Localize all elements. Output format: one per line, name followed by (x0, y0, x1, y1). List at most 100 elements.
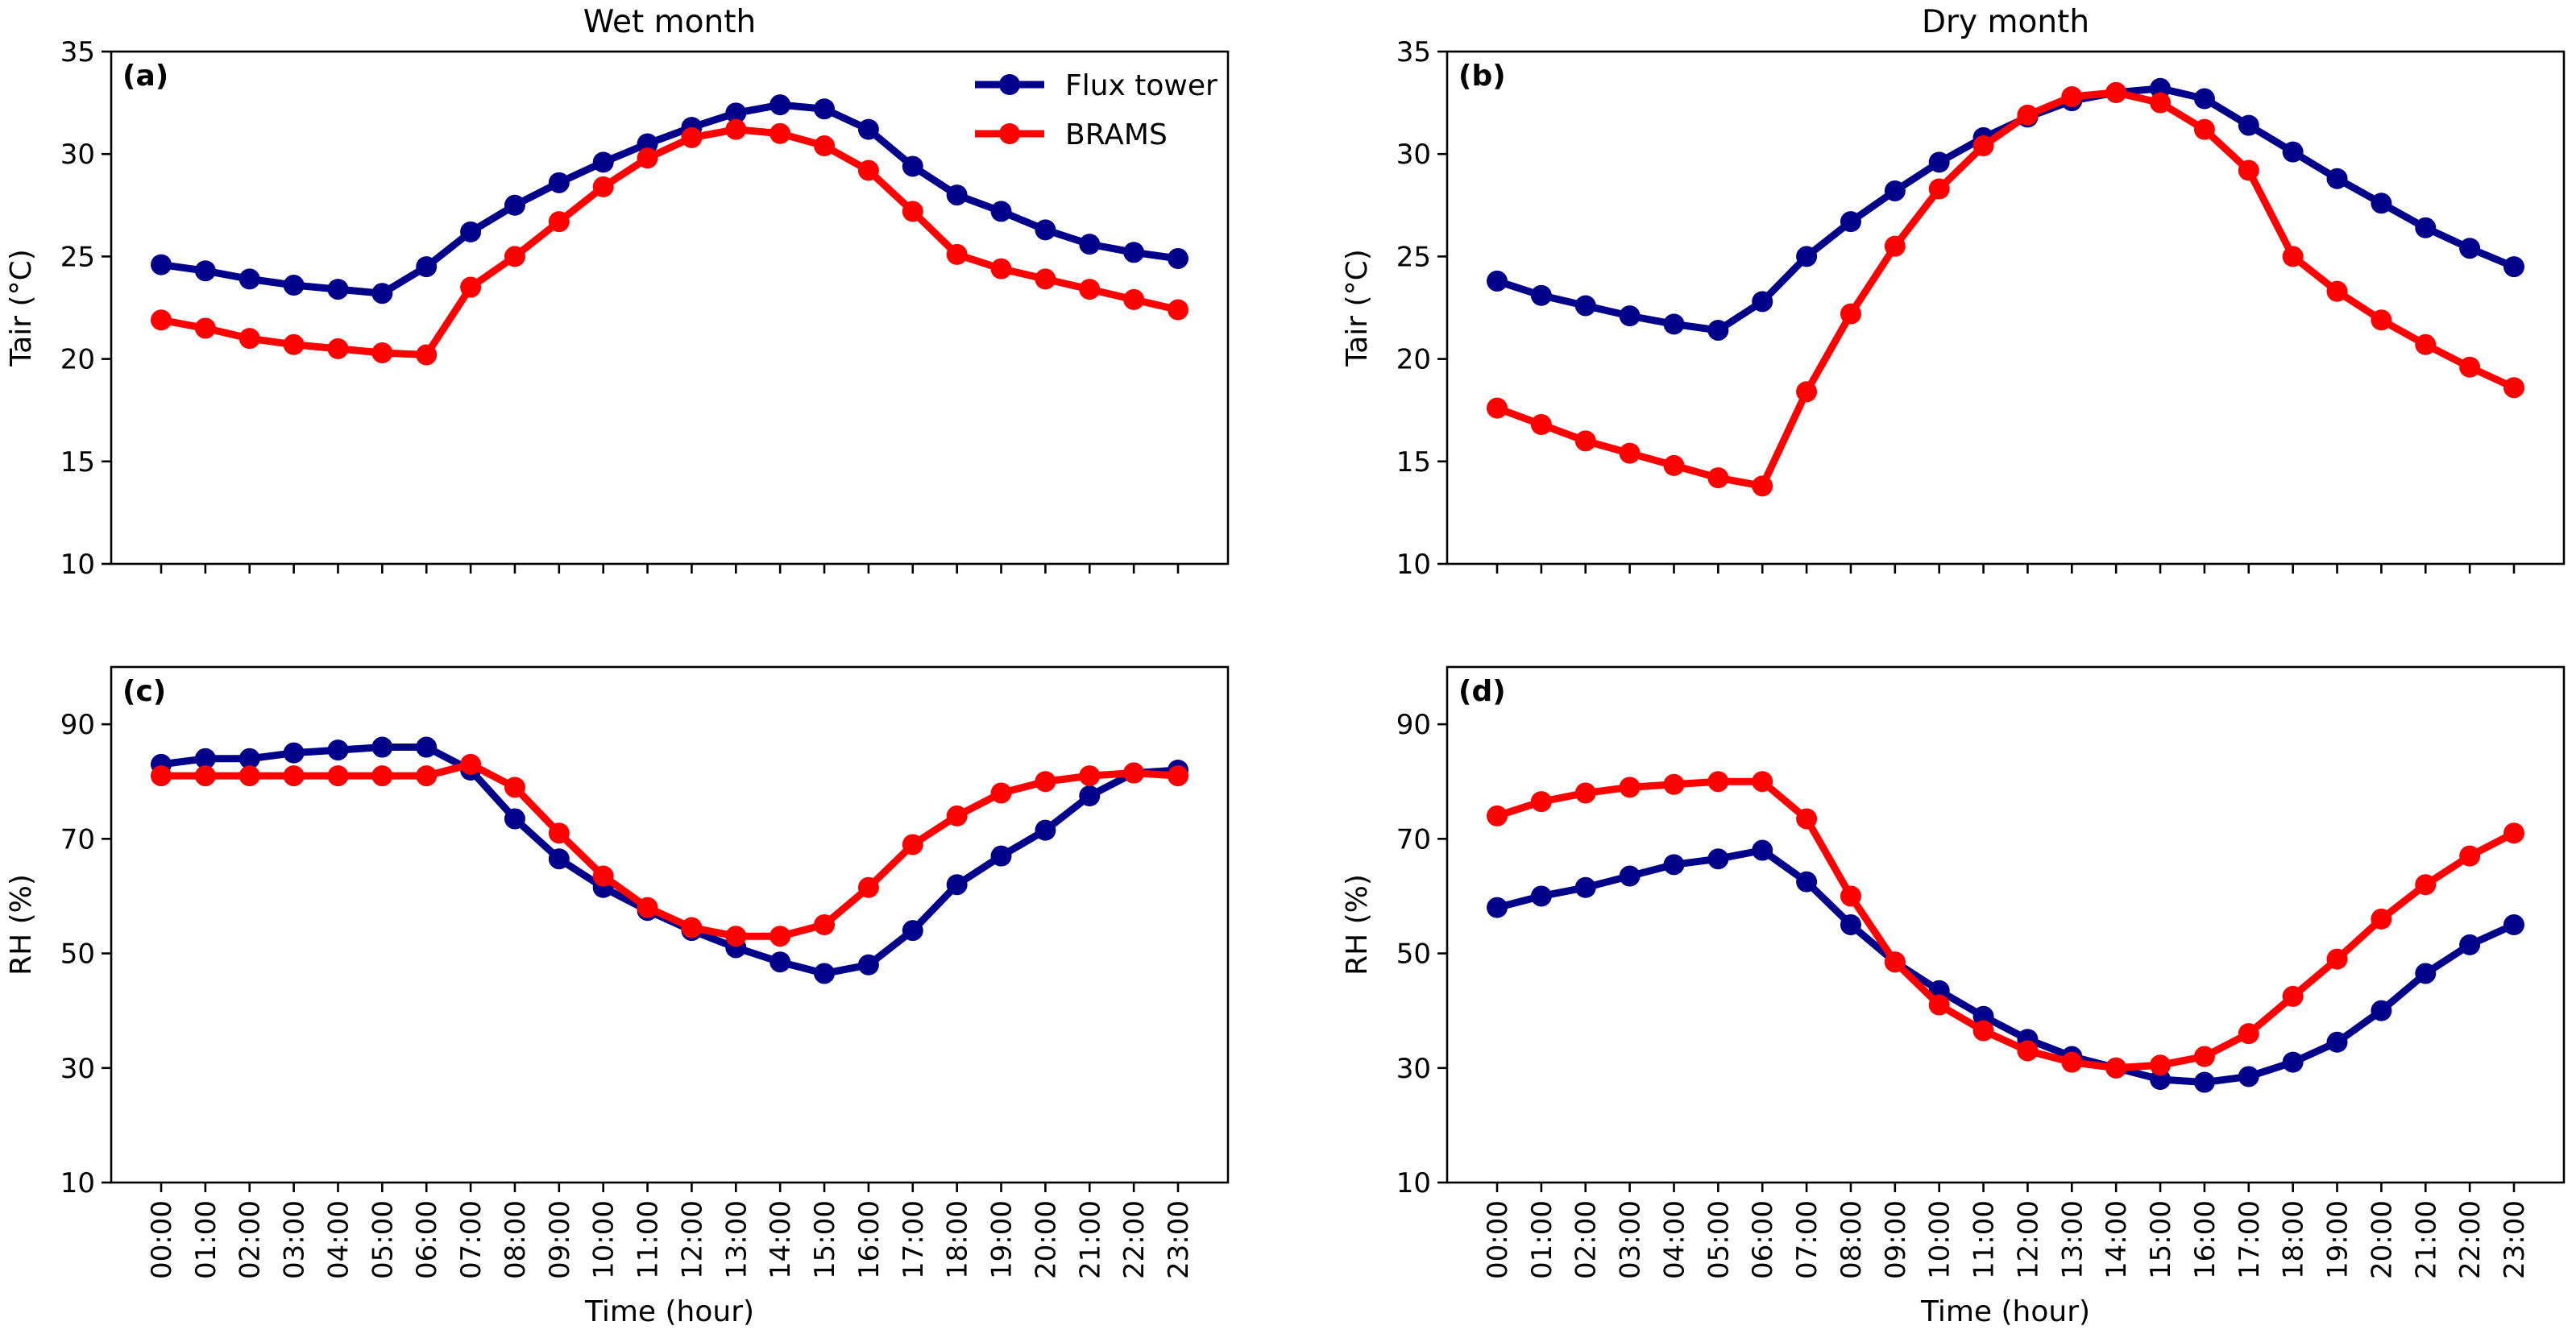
data-point-flux (2238, 1066, 2259, 1087)
data-point-brams (1035, 771, 1056, 793)
data-point-flux (902, 920, 923, 942)
data-point-flux (283, 275, 305, 296)
y-tick-label: 15 (1396, 446, 1431, 478)
x-tick-label: 00:00 (146, 1200, 178, 1279)
x-tick-label: 23:00 (2499, 1200, 2531, 1279)
data-point-flux (725, 102, 747, 124)
data-point-flux (2238, 114, 2259, 136)
data-point-brams (504, 246, 525, 267)
y-axis-title: Tair (°C) (1341, 249, 1374, 367)
x-tick-label: 13:00 (720, 1200, 753, 1279)
x-tick-label: 12:00 (676, 1200, 708, 1279)
data-point-brams (990, 258, 1012, 280)
x-tick-label: 16:00 (853, 1200, 886, 1279)
data-point-brams (2150, 92, 2172, 114)
y-tick-label: 25 (1396, 241, 1431, 273)
data-point-brams (2371, 309, 2392, 331)
x-tick-label: 08:00 (500, 1200, 532, 1279)
data-point-flux (1487, 270, 1508, 292)
data-point-flux (2371, 193, 2392, 214)
data-point-flux (1574, 876, 1596, 898)
y-tick-label: 90 (60, 709, 95, 741)
y-tick-label: 15 (60, 446, 95, 478)
x-tick-label: 05:00 (367, 1200, 399, 1279)
y-tick-label: 35 (1396, 36, 1431, 68)
x-tick-label: 04:00 (1658, 1200, 1690, 1279)
data-point-brams (2503, 822, 2524, 844)
plot-frame (1446, 665, 2566, 1184)
data-point-brams (2017, 1040, 2039, 1062)
data-point-brams (769, 926, 791, 947)
y-tick-label: 90 (1396, 709, 1431, 741)
data-point-brams (857, 159, 879, 181)
data-point-brams (194, 317, 216, 339)
x-tick-label: 11:00 (1968, 1200, 2001, 1279)
y-tick-label: 50 (60, 938, 95, 971)
data-point-brams (1663, 454, 1685, 476)
data-point-brams (769, 122, 791, 144)
y-tick-label: 30 (60, 139, 95, 171)
data-point-brams (1574, 782, 1596, 804)
panel-b-dry-tair: 10 15 20 25 30 35 Tair (°C) Dry month (b) (1341, 4, 2566, 581)
data-point-brams (2105, 1057, 2127, 1079)
data-point-brams (1619, 777, 1641, 798)
data-point-brams (2503, 377, 2524, 399)
data-point-flux (814, 963, 836, 984)
x-tick-label: 23:00 (1163, 1200, 1195, 1279)
x-tick-label: 05:00 (1703, 1200, 1735, 1279)
data-point-brams (2415, 874, 2437, 896)
data-point-flux (1972, 1005, 1994, 1027)
data-point-flux (1079, 785, 1101, 806)
data-point-brams (2459, 845, 2481, 867)
y-tick-label: 50 (1396, 938, 1431, 971)
data-point-flux (2282, 141, 2304, 163)
y-axis-title: Tair (°C) (5, 249, 38, 367)
x-tick-label: 12:00 (2012, 1200, 2044, 1279)
data-point-brams (592, 176, 614, 197)
x-tick-label: 14:00 (2101, 1200, 2133, 1279)
data-point-brams (1928, 994, 1950, 1016)
x-tick-label: 10:00 (1924, 1200, 1956, 1279)
data-point-brams (1168, 765, 1188, 787)
x-tick-label: 22:00 (2454, 1200, 2487, 1279)
data-point-brams (1972, 135, 1994, 157)
data-point-brams (2150, 1054, 2172, 1076)
data-point-flux (1752, 291, 1773, 313)
x-tick-label: 06:00 (1747, 1200, 1779, 1279)
data-point-flux (460, 221, 482, 242)
data-point-flux (239, 268, 260, 290)
data-point-flux (2193, 88, 2215, 110)
x-tick-label: 15:00 (2145, 1200, 2177, 1279)
data-point-brams (239, 765, 260, 787)
data-point-flux (990, 845, 1012, 867)
data-point-flux (1487, 897, 1508, 918)
x-tick-label: 03:00 (279, 1200, 311, 1279)
data-point-brams (1707, 771, 1729, 793)
data-point-brams (946, 805, 968, 826)
x-tick-label: 17:00 (898, 1200, 930, 1279)
data-point-brams (1079, 279, 1101, 300)
data-point-brams (2061, 85, 2083, 107)
data-point-brams (2459, 356, 2481, 378)
data-point-brams (1884, 951, 1906, 973)
data-point-flux (857, 954, 879, 976)
data-point-flux (327, 279, 349, 300)
x-tick-label: 04:00 (322, 1200, 355, 1279)
data-point-flux (902, 155, 923, 177)
x-tick-label: 02:00 (234, 1200, 267, 1279)
x-tick-label: 06:00 (411, 1200, 443, 1279)
legend-brams-label: BRAMS (1065, 118, 1168, 151)
data-point-flux (1574, 295, 1596, 317)
plot-frame (110, 50, 1230, 565)
data-point-brams (637, 897, 658, 918)
x-tick-label: 20:00 (2366, 1200, 2398, 1279)
x-tick-label: 16:00 (2189, 1200, 2221, 1279)
data-point-brams (2326, 948, 2348, 970)
data-point-brams (283, 333, 305, 355)
data-point-brams (2193, 1046, 2215, 1067)
data-point-brams (194, 765, 216, 787)
data-point-flux (2459, 934, 2481, 955)
y-tick-label: 30 (60, 1053, 95, 1085)
y-tick-label: 25 (60, 241, 95, 273)
data-point-brams (1752, 771, 1773, 793)
